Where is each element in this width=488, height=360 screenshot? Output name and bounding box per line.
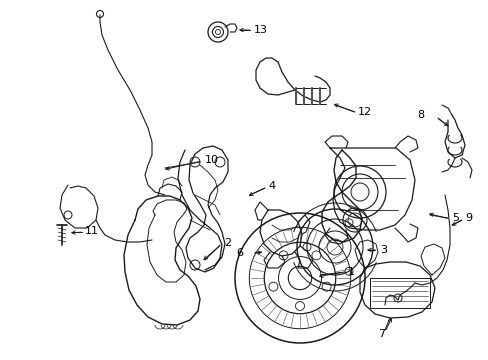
Text: 10: 10 [204,155,219,165]
Text: 3: 3 [379,245,386,255]
Text: 6: 6 [236,248,243,258]
Text: 12: 12 [357,107,371,117]
Text: 5: 5 [451,213,458,223]
Text: 8: 8 [416,110,423,120]
Text: 1: 1 [347,267,354,277]
Text: 4: 4 [267,181,275,191]
Text: 7: 7 [377,329,385,339]
Text: 2: 2 [224,238,231,248]
Text: 11: 11 [85,226,99,236]
Text: 13: 13 [253,25,267,35]
Text: 9: 9 [464,213,471,223]
